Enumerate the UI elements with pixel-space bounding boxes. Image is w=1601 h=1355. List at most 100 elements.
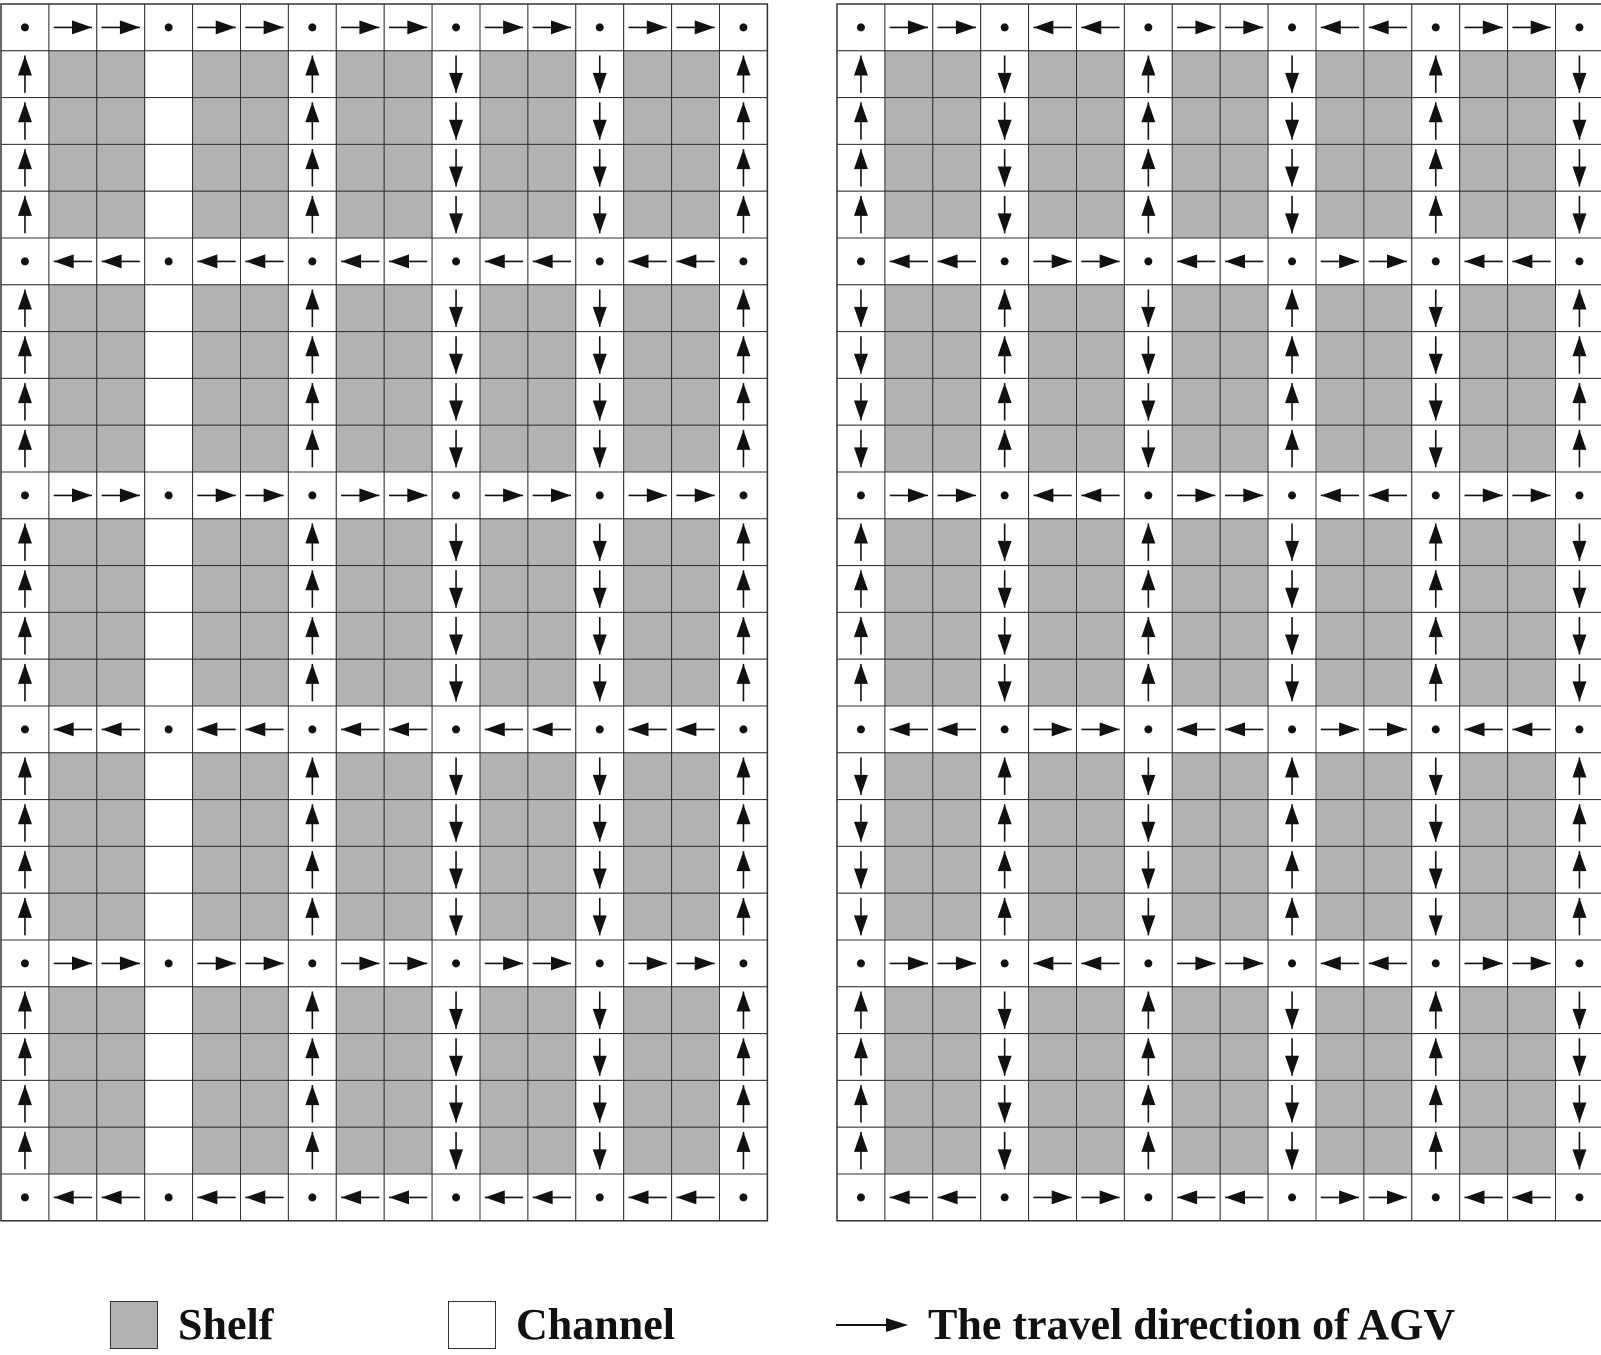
arrow-right-icon bbox=[197, 488, 236, 503]
channel-cell bbox=[144, 611, 194, 660]
shelf-cell bbox=[884, 143, 934, 192]
arrow-right-icon bbox=[484, 488, 524, 503]
shelf-cell bbox=[1076, 1126, 1125, 1175]
arrow-up-icon bbox=[17, 804, 32, 842]
channel-cell bbox=[335, 939, 385, 988]
node-dot bbox=[164, 959, 173, 968]
arrow-up-icon bbox=[997, 897, 1012, 936]
node-dot bbox=[164, 725, 173, 734]
shelf-cell bbox=[96, 97, 146, 145]
arrow-down-icon bbox=[997, 1038, 1012, 1076]
channel-cell bbox=[0, 97, 50, 145]
arrow-up-icon bbox=[853, 1131, 868, 1170]
channel-cell bbox=[575, 799, 625, 847]
channel-cell bbox=[96, 3, 146, 52]
node-dot bbox=[1000, 1193, 1009, 1202]
shelf-cell bbox=[932, 143, 982, 192]
arrow-up-icon bbox=[305, 1085, 320, 1123]
shelf-cell bbox=[383, 1079, 433, 1128]
channel-cell bbox=[1363, 3, 1413, 52]
shelf-cell bbox=[240, 799, 289, 847]
shelf-cell bbox=[932, 1033, 982, 1081]
shelf-cell bbox=[96, 986, 146, 1035]
channel-cell bbox=[287, 424, 337, 473]
arrow-down-icon bbox=[592, 617, 607, 655]
channel-cell bbox=[1555, 471, 1601, 520]
node-dot bbox=[856, 23, 865, 32]
arrow-right-icon bbox=[1368, 1190, 1408, 1205]
shelf-cell bbox=[671, 284, 720, 333]
shelf-cell bbox=[192, 1126, 242, 1175]
arrow-down-icon bbox=[1285, 991, 1300, 1029]
channel-cell bbox=[836, 518, 886, 567]
shelf-cell bbox=[1315, 1126, 1365, 1175]
arrow-right-icon bbox=[1224, 956, 1264, 971]
channel-cell bbox=[431, 565, 481, 613]
channel-cell bbox=[1028, 471, 1077, 520]
shelf-cell bbox=[1459, 845, 1509, 894]
channel-cell bbox=[1411, 752, 1461, 801]
channel-cell bbox=[623, 237, 673, 286]
arrow-up-icon bbox=[1428, 570, 1443, 608]
shelf-cell bbox=[932, 565, 982, 613]
shelf-cell bbox=[48, 752, 98, 801]
arrow-left-icon bbox=[341, 254, 380, 269]
arrow-up-icon bbox=[305, 102, 320, 140]
shelf-cell bbox=[96, 892, 146, 941]
arrow-left-icon bbox=[1320, 488, 1360, 503]
channel-cell bbox=[431, 143, 481, 192]
shelf-cell bbox=[335, 565, 385, 613]
arrow-up-icon bbox=[305, 523, 320, 561]
shelf-cell bbox=[1459, 518, 1509, 567]
shelf-cell bbox=[335, 986, 385, 1035]
shelf-cell bbox=[1219, 611, 1269, 660]
channel-cell bbox=[1076, 705, 1125, 754]
shelf-cell bbox=[1459, 97, 1509, 145]
channel-cell bbox=[0, 3, 50, 52]
channel-cell bbox=[1363, 705, 1413, 754]
shelf-cell bbox=[479, 845, 529, 894]
channel-cell bbox=[1123, 471, 1173, 520]
node-dot bbox=[1288, 257, 1297, 266]
arrow-right-icon bbox=[1320, 254, 1360, 269]
shelf-cell bbox=[623, 752, 673, 801]
shelf-cell bbox=[479, 97, 529, 145]
channel-cell bbox=[479, 1173, 529, 1222]
shelf-cell bbox=[479, 611, 529, 660]
channel-cell bbox=[1171, 1173, 1221, 1222]
arrow-up-icon bbox=[17, 429, 32, 468]
arrow-down-icon bbox=[449, 102, 464, 140]
channel-cell bbox=[980, 50, 1030, 99]
shelf-cell bbox=[1507, 611, 1556, 660]
shelf-cell bbox=[932, 377, 982, 426]
arrow-up-icon bbox=[853, 1085, 868, 1123]
arrow-left-icon bbox=[53, 254, 93, 269]
shelf-cell bbox=[479, 986, 529, 1035]
node-dot bbox=[595, 23, 604, 32]
arrow-up-icon bbox=[997, 289, 1012, 327]
arrow-down-icon bbox=[1141, 897, 1156, 936]
channel-cell bbox=[0, 190, 50, 239]
shelf-cell bbox=[623, 284, 673, 333]
channel-cell bbox=[836, 143, 886, 192]
shelf-cell bbox=[383, 565, 433, 613]
channel-cell bbox=[1411, 658, 1461, 707]
shelf-cell bbox=[932, 97, 982, 145]
shelf-cell bbox=[623, 143, 673, 192]
shelf-cell bbox=[1363, 518, 1413, 567]
channel-cell bbox=[836, 986, 886, 1035]
shelf-cell bbox=[479, 892, 529, 941]
shelf-cell bbox=[1219, 377, 1269, 426]
channel-cell bbox=[1123, 799, 1173, 847]
shelf-cell bbox=[1076, 97, 1125, 145]
arrow-up-icon bbox=[1428, 1038, 1443, 1076]
arrow-up-icon bbox=[1428, 991, 1443, 1029]
channel-cell bbox=[0, 1079, 50, 1128]
channel-cell bbox=[527, 1173, 577, 1222]
channel-cell bbox=[836, 845, 886, 894]
shelf-cell bbox=[1315, 611, 1365, 660]
shelf-cell bbox=[479, 331, 529, 379]
node-dot bbox=[452, 1193, 461, 1202]
arrow-right-icon bbox=[53, 488, 93, 503]
node-dot bbox=[1431, 1193, 1440, 1202]
